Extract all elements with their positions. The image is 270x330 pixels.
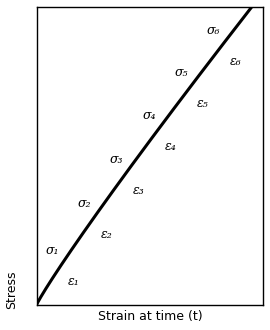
Text: ε₁: ε₁ [68,275,80,288]
Text: σ₆: σ₆ [207,24,220,37]
X-axis label: Strain at time (t): Strain at time (t) [97,310,202,323]
Y-axis label: Stress: Stress [6,270,19,309]
Text: σ₁: σ₁ [46,244,59,257]
Text: ε₃: ε₃ [133,183,144,197]
Text: σ₅: σ₅ [174,66,188,79]
Text: ε₅: ε₅ [197,97,209,110]
Text: σ₂: σ₂ [78,197,91,211]
Text: ε₄: ε₄ [165,140,177,153]
Text: σ₃: σ₃ [110,153,124,166]
Text: ε₆: ε₆ [230,55,241,68]
Text: σ₄: σ₄ [142,109,156,122]
Text: ε₂: ε₂ [100,228,112,241]
